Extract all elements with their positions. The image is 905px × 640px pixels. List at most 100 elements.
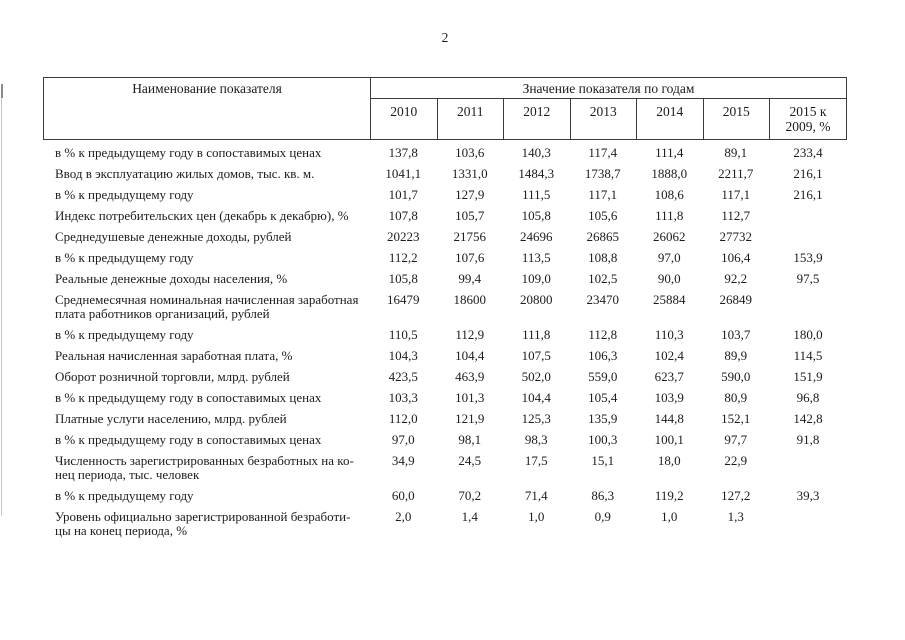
value-cell: 86,3 bbox=[591, 487, 615, 503]
value-cell: 216,1 bbox=[793, 186, 823, 202]
row-label: в % к предыдущему году в сопоставимых це… bbox=[55, 431, 322, 447]
value-cell: 105,4 bbox=[588, 389, 618, 405]
value-cell: 111,8 bbox=[522, 326, 551, 342]
value-cell: 112,0 bbox=[388, 410, 418, 426]
value-cell: 463,9 bbox=[455, 368, 485, 384]
scan-edge-artifact bbox=[1, 84, 3, 98]
value-cell: 153,9 bbox=[793, 249, 823, 265]
value-cell: 71,4 bbox=[524, 487, 548, 503]
value-cell: 80,9 bbox=[724, 389, 748, 405]
year-column-header: 2011 bbox=[438, 99, 504, 139]
table-row: Платные услуги населению, млрд. рублей 1… bbox=[43, 408, 847, 429]
value-cell: 110,5 bbox=[388, 326, 418, 342]
value-cell: 101,7 bbox=[388, 186, 418, 202]
row-label: в % к предыдущему году в сопоставимых це… bbox=[55, 144, 322, 160]
value-cell: 1484,3 bbox=[518, 165, 555, 181]
table-body: в % к предыдущему году в сопоставимых це… bbox=[43, 140, 847, 541]
value-cell: 112,9 bbox=[455, 326, 485, 342]
value-cell: 1,4 bbox=[461, 508, 478, 524]
value-cell: 91,8 bbox=[796, 431, 820, 447]
value-cell: 18600 bbox=[453, 291, 487, 307]
value-cell: 112,7 bbox=[721, 207, 751, 223]
value-cell: 20800 bbox=[520, 291, 553, 307]
value-cell: 27732 bbox=[719, 228, 753, 244]
year-column-header: 2010 bbox=[371, 99, 438, 139]
table-row: в % к предыдущему году 112,2 107,6 113,5 10… bbox=[43, 247, 847, 268]
value-cell: 108,8 bbox=[588, 249, 618, 265]
table-row: Численность зарегистрированных безработн… bbox=[43, 450, 847, 485]
row-label: в % к предыдущему году bbox=[55, 326, 194, 342]
value-cell: 60,0 bbox=[391, 487, 415, 503]
year-headers-row: 2010 2011 2012 2013 2014 2015 2015 к 2009, % bbox=[371, 99, 846, 139]
value-cell: 103,9 bbox=[654, 389, 684, 405]
value-cell: 2,0 bbox=[395, 508, 412, 524]
indicators-table: Наименование показателя Значение показат… bbox=[43, 77, 847, 541]
value-cell: 0,9 bbox=[594, 508, 611, 524]
row-label: Реальные денежные доходы населения, % bbox=[55, 270, 288, 286]
value-cell: 103,3 bbox=[388, 389, 418, 405]
value-cell: 39,3 bbox=[796, 487, 820, 503]
value-cell: 15,1 bbox=[591, 452, 615, 468]
value-cell: 111,4 bbox=[655, 144, 684, 160]
values-column-header: Значение показателя по годам bbox=[371, 78, 846, 99]
value-cell: 112,8 bbox=[588, 326, 618, 342]
row-label: в % к предыдущему году bbox=[55, 487, 194, 503]
value-cell: 111,5 bbox=[522, 186, 551, 202]
value-cell: 127,9 bbox=[455, 186, 485, 202]
table-row: Оборот розничной торговли, млрд. рублей … bbox=[43, 366, 847, 387]
row-label: Численность зарегистрированных безработн… bbox=[55, 452, 354, 482]
value-cell: 117,1 bbox=[721, 186, 751, 202]
value-cell: 25884 bbox=[653, 291, 686, 307]
value-cell: 125,3 bbox=[521, 410, 551, 426]
scan-edge-artifact bbox=[1, 84, 2, 516]
value-cell: 109,0 bbox=[521, 270, 551, 286]
value-cell: 1888,0 bbox=[651, 165, 688, 181]
value-cell: 104,3 bbox=[388, 347, 418, 363]
value-cell: 21756 bbox=[453, 228, 487, 244]
value-cell: 590,0 bbox=[721, 368, 751, 384]
value-cell: 26062 bbox=[653, 228, 686, 244]
value-cell: 89,9 bbox=[724, 347, 748, 363]
row-label: в % к предыдущему году bbox=[55, 249, 194, 265]
value-cell: 180,0 bbox=[793, 326, 823, 342]
value-cell: 99,4 bbox=[458, 270, 482, 286]
value-cell: 233,4 bbox=[793, 144, 823, 160]
value-cell: 1738,7 bbox=[584, 165, 621, 181]
value-cell: 114,5 bbox=[793, 347, 823, 363]
row-label: Платные услуги населению, млрд. рублей bbox=[55, 410, 287, 426]
name-column-header: Наименование показателя bbox=[44, 78, 371, 139]
value-cell: 26849 bbox=[719, 291, 753, 307]
value-cell: 24,5 bbox=[458, 452, 482, 468]
year-column-header: 2015 к 2009, % bbox=[785, 104, 831, 134]
value-cell: 18,0 bbox=[657, 452, 681, 468]
value-cell: 127,2 bbox=[721, 487, 751, 503]
value-cell: 119,2 bbox=[654, 487, 684, 503]
value-cell: 16479 bbox=[387, 291, 420, 307]
table-row: Среднемесячная номинальная начисленная з… bbox=[43, 289, 847, 324]
value-cell: 140,3 bbox=[521, 144, 551, 160]
year-column-header: 2013 bbox=[571, 99, 637, 139]
value-cell: 117,4 bbox=[588, 144, 618, 160]
table-row: в % к предыдущему году 101,7 127,9 111,5 11… bbox=[43, 184, 847, 205]
row-label: в % к предыдущему году bbox=[55, 186, 194, 202]
value-cell: 100,1 bbox=[654, 431, 684, 447]
value-cell: 137,8 bbox=[388, 144, 418, 160]
value-cell: 135,9 bbox=[588, 410, 618, 426]
value-cell: 110,3 bbox=[654, 326, 684, 342]
value-cell: 1,0 bbox=[528, 508, 545, 524]
value-cell: 98,1 bbox=[458, 431, 482, 447]
row-label: Оборот розничной торговли, млрд. рублей bbox=[55, 368, 290, 384]
value-cell: 26865 bbox=[586, 228, 620, 244]
value-cell: 105,6 bbox=[588, 207, 618, 223]
year-column-header: 2014 bbox=[637, 99, 704, 139]
value-cell: 101,3 bbox=[455, 389, 485, 405]
table-row: Индекс потребительских цен (декабрь к де… bbox=[43, 205, 847, 226]
value-cell: 70,2 bbox=[458, 487, 482, 503]
value-cell: 92,2 bbox=[724, 270, 748, 286]
value-cell: 105,8 bbox=[521, 207, 551, 223]
page-number: 2 bbox=[441, 30, 449, 45]
table-row: Ввод в эксплуатацию жилых домов, тыс. кв… bbox=[43, 163, 847, 184]
value-cell: 142,8 bbox=[793, 410, 823, 426]
value-cell: 105,8 bbox=[388, 270, 418, 286]
value-cell: 107,8 bbox=[388, 207, 418, 223]
